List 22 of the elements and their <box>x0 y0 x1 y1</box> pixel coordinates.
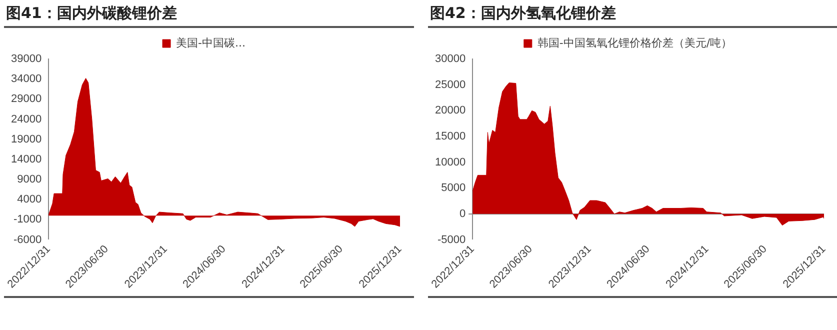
y-tick-label: 5000 <box>441 182 466 194</box>
y-tick-label: 15000 <box>434 130 466 142</box>
y-tick-label: 30000 <box>434 53 466 66</box>
y-tick-label: 14000 <box>10 153 42 166</box>
y-tick-label: 4000 <box>17 194 42 206</box>
y-tick-label: 0 <box>459 208 466 220</box>
y-tick-label: 24000 <box>10 113 42 126</box>
y-tick-label: 39000 <box>10 53 42 66</box>
y-tick-label: 29000 <box>10 93 42 106</box>
y-tick-label: -6000 <box>13 234 42 246</box>
chart-title: 图42：国内外氢氧化锂价差 <box>428 0 837 28</box>
legend-label: 美国-中国碳... <box>176 36 246 50</box>
y-tick-label: 20000 <box>434 104 466 117</box>
y-tick-label: 25000 <box>434 78 466 91</box>
y-tick-label: 10000 <box>434 156 466 168</box>
chart-title: 图41：国内外碳酸锂价差 <box>4 0 414 28</box>
y-tick-label: 34000 <box>10 73 42 86</box>
y-tick-label: 19000 <box>10 133 42 146</box>
y-tick-label: 9000 <box>17 174 42 186</box>
y-tick-label: -1000 <box>13 214 42 226</box>
y-tick-label: -5000 <box>437 234 466 246</box>
legend-label: 韩国-中国氢氧化锂价格价差（美元/吨） <box>537 36 732 50</box>
